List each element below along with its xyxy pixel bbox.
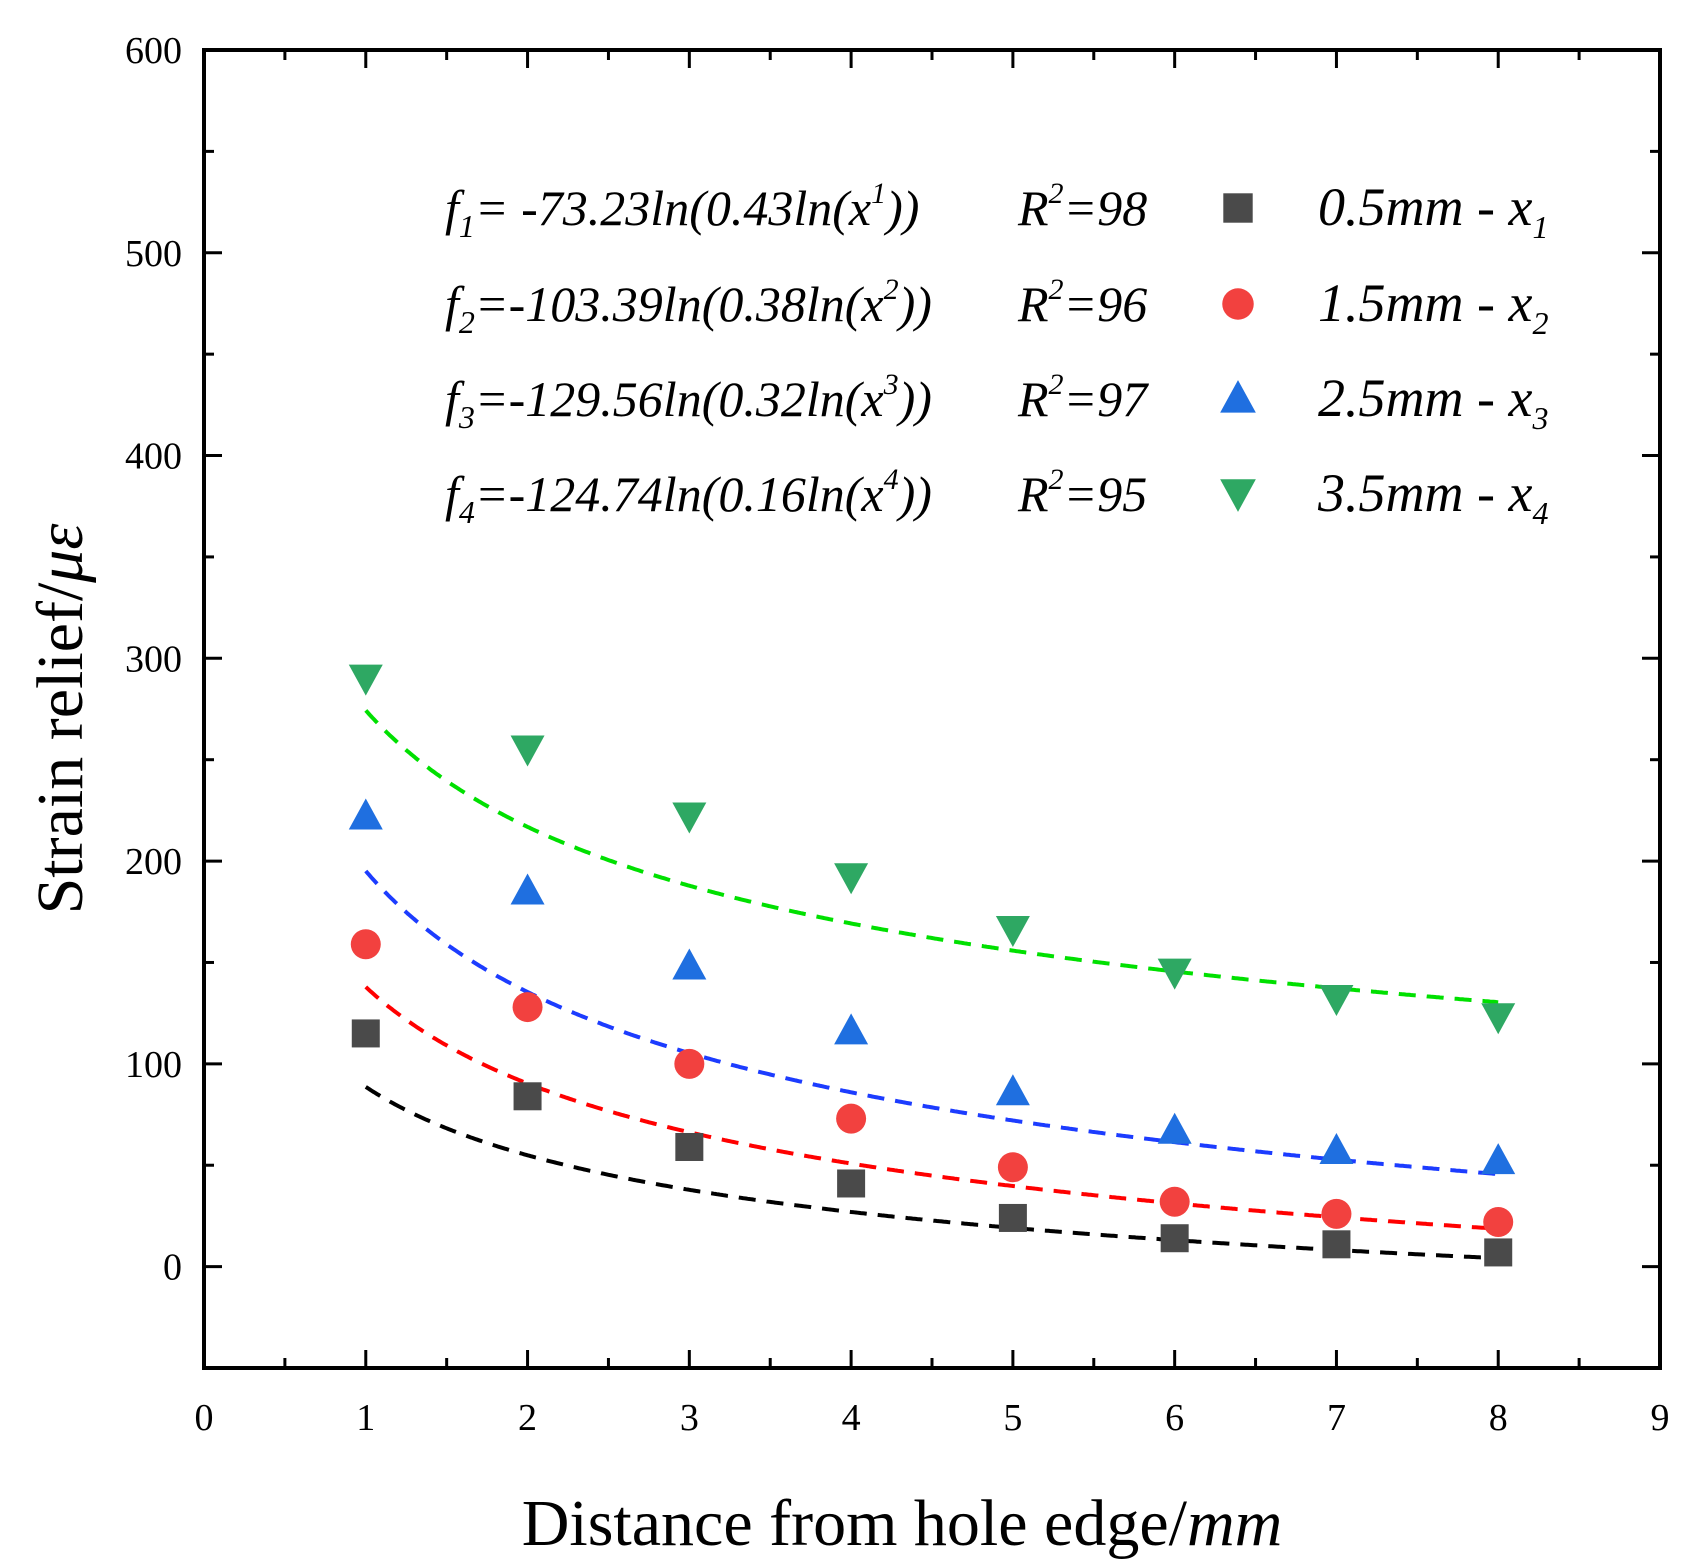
x-tick-label: 4: [842, 1397, 861, 1439]
fit-r2-3: R2=97: [1017, 368, 1149, 427]
series-3-point: [510, 873, 545, 905]
legend-label-2: 1.5mm - x2: [1318, 273, 1548, 341]
series-2-point: [512, 992, 543, 1023]
series-4-point: [348, 664, 383, 696]
y-tick-label: 300: [125, 638, 182, 680]
x-tick-label: 6: [1165, 1397, 1184, 1439]
legend: 0.5mm - x1 1.5mm - x2 2.5mm - x3 3.5mm - x4: [1220, 177, 1548, 531]
legend-marker-1: [1223, 193, 1253, 223]
series-4-point: [995, 916, 1030, 948]
legend-label-4: 3.5mm - x4: [1317, 463, 1548, 531]
legend-label-3: 2.5mm - x3: [1318, 368, 1548, 436]
fit-curve-2: [364, 985, 1499, 1231]
fit-equation-3: f3=-129.56ln(0.32ln(x3)): [445, 368, 932, 435]
series-2-point: [674, 1048, 705, 1079]
y-tick-label: 0: [163, 1247, 182, 1289]
series-1-point: [1322, 1230, 1351, 1259]
fit-curve-1: [364, 1085, 1499, 1261]
x-tick-label: 2: [518, 1397, 537, 1439]
series-3-point: [834, 1013, 869, 1045]
series-1-point: [351, 1019, 380, 1048]
series-4-point: [672, 802, 707, 834]
series-1-point: [675, 1132, 704, 1161]
series-3-point: [348, 798, 383, 830]
fit-curve-3: [364, 869, 1499, 1177]
y-axis-title: Strain relief/με: [24, 524, 97, 915]
series-4-point: [510, 735, 545, 767]
series-1-point: [837, 1169, 866, 1198]
series-3-point: [1481, 1143, 1516, 1175]
x-tick-label: 8: [1489, 1397, 1508, 1439]
series-2-point: [1483, 1207, 1514, 1238]
y-tick-label: 100: [125, 1044, 182, 1086]
fit-curve-4: [364, 709, 1499, 1005]
x-axis-title: Distance from hole edge/mm: [522, 1487, 1283, 1560]
fit-equation-2: f2=-103.39ln(0.38ln(x2)): [445, 273, 932, 340]
series-2-point: [1159, 1186, 1190, 1217]
x-tick-label: 0: [195, 1397, 214, 1439]
series-4-point: [1319, 984, 1354, 1016]
series-3-point: [995, 1074, 1030, 1106]
series-1-point: [1484, 1238, 1513, 1267]
axes: 0 1 2 3 4 5 6 7 8 9 0 100 200 300 400 500 600: [125, 30, 1670, 1439]
axis-titles: Distance from hole edge/mm Strain relief/…: [24, 524, 1282, 1560]
y-tick-label: 200: [125, 841, 182, 883]
series-4-point: [1481, 1003, 1516, 1035]
series-2-point: [1321, 1198, 1352, 1229]
y-tick-label: 600: [125, 30, 182, 72]
fit-curves: [364, 709, 1499, 1261]
x-tick-label: 7: [1327, 1397, 1346, 1439]
series-3-point: [1319, 1133, 1354, 1165]
series-4-point: [834, 863, 869, 895]
series-2-point: [350, 929, 381, 960]
series-3-point: [1157, 1112, 1192, 1144]
x-tick-label: 9: [1651, 1397, 1670, 1439]
legend-label-1: 0.5mm - x1: [1318, 177, 1548, 245]
series-2-point: [997, 1152, 1028, 1183]
x-tick-label: 1: [356, 1397, 375, 1439]
legend-marker-3: [1220, 380, 1256, 413]
fit-equation-4: f4=-124.74ln(0.16ln(x4)): [445, 463, 932, 530]
series-3-point: [672, 948, 707, 980]
series-1-point: [513, 1082, 542, 1111]
legend-marker-2: [1222, 288, 1254, 320]
fit-r2-2: R2=96: [1017, 273, 1147, 332]
data-markers: [348, 664, 1516, 1267]
y-tick-label: 500: [125, 233, 182, 275]
series-1-point: [998, 1203, 1027, 1232]
legend-marker-4: [1220, 479, 1256, 512]
series-2-point: [836, 1103, 867, 1134]
series-1-point: [1160, 1224, 1189, 1253]
fit-equations: f1= -73.23ln(0.43ln(x1)) R2=98 f2=-103.39l…: [445, 177, 1149, 530]
fit-r2-1: R2=98: [1017, 177, 1147, 236]
fit-equation-1: f1= -73.23ln(0.43ln(x1)): [445, 177, 919, 244]
fit-r2-4: R2=95: [1017, 463, 1147, 522]
series-4-point: [1157, 958, 1192, 990]
x-tick-label: 5: [1003, 1397, 1022, 1439]
y-tick-label: 400: [125, 436, 182, 478]
x-tick-label: 3: [680, 1397, 699, 1439]
